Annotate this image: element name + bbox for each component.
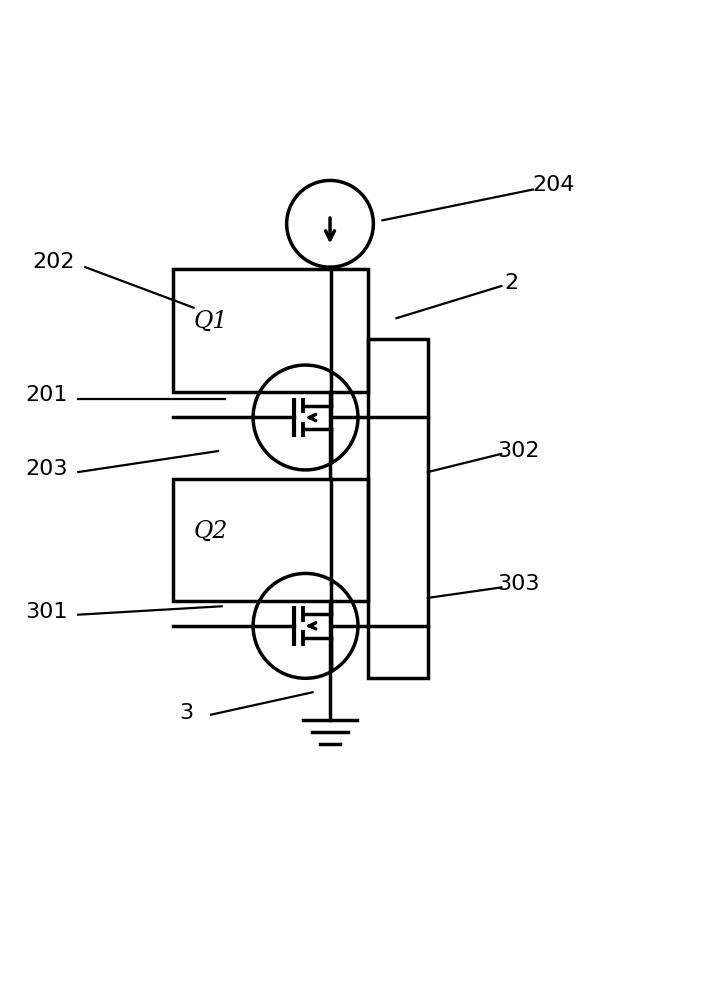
Bar [173,479,369,601]
Text: 203: 203 [25,459,68,479]
Text: Q1: Q1 [194,310,228,333]
Bar [369,339,428,678]
Text: 202: 202 [32,252,75,272]
Text: 303: 303 [498,574,540,594]
Text: 3: 3 [180,703,194,723]
Text: 204: 204 [533,175,575,195]
Text: 302: 302 [498,441,540,461]
Text: Q2: Q2 [194,520,228,543]
Text: 301: 301 [25,602,68,622]
Text: 2: 2 [505,273,519,293]
Bar [173,269,369,392]
Text: 201: 201 [25,385,68,405]
